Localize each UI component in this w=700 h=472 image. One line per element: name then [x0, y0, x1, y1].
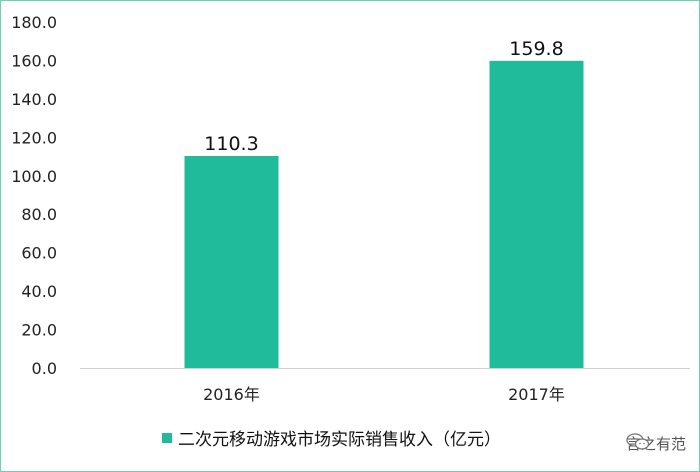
data-label: 110.3 — [204, 133, 258, 155]
data-label: 159.8 — [509, 38, 563, 60]
legend-swatch — [162, 433, 172, 443]
x-tick-label: 2017年 — [508, 385, 565, 404]
data-labels: 110.3 159.8 — [204, 38, 563, 155]
legend-label: 二次元移动游戏市场实际销售收入（亿元） — [178, 430, 501, 450]
legend: 二次元移动游戏市场实际销售收入（亿元） — [162, 430, 501, 450]
y-tick-label: 40.0 — [21, 282, 57, 301]
bar — [489, 60, 584, 368]
x-tick-label: 2016年 — [203, 385, 260, 404]
bar — [184, 155, 279, 368]
x-axis: 2016年 2017年 — [80, 368, 690, 404]
y-tick-label: 100.0 — [11, 167, 57, 186]
y-tick-label: 0.0 — [32, 359, 57, 378]
watermark: 言之有范 — [626, 433, 686, 454]
y-tick-label: 140.0 — [11, 90, 57, 109]
y-tick-label: 120.0 — [11, 128, 57, 147]
y-axis: 0.0 20.0 40.0 60.0 80.0 100.0 120.0 140.0 160.0 1… — [11, 13, 57, 378]
y-tick-label: 160.0 — [11, 51, 57, 70]
wechat-icon — [626, 433, 650, 450]
y-tick-label: 20.0 — [21, 321, 57, 340]
y-tick-label: 60.0 — [21, 244, 57, 263]
bars — [184, 60, 584, 368]
y-tick-label: 80.0 — [21, 205, 57, 224]
y-tick-label: 180.0 — [11, 13, 57, 32]
